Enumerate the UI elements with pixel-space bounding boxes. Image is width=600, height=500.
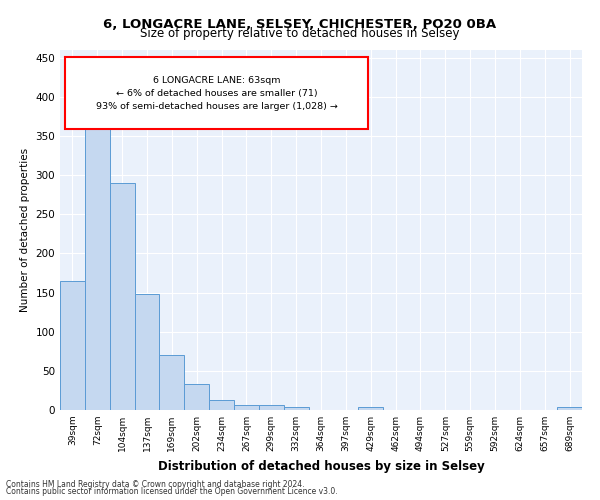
- Bar: [134, 294, 160, 410]
- Bar: [60, 281, 85, 410]
- Text: Contains HM Land Registry data © Crown copyright and database right 2024.: Contains HM Land Registry data © Crown c…: [6, 480, 305, 489]
- Bar: [209, 400, 234, 410]
- Text: Size of property relative to detached houses in Selsey: Size of property relative to detached ho…: [140, 28, 460, 40]
- Text: 6, LONGACRE LANE, SELSEY, CHICHESTER, PO20 0BA: 6, LONGACRE LANE, SELSEY, CHICHESTER, PO…: [103, 18, 497, 30]
- Bar: [160, 355, 184, 410]
- Bar: [234, 404, 259, 410]
- Bar: [85, 116, 110, 410]
- Text: 6 LONGACRE LANE: 63sqm
← 6% of detached houses are smaller (71)
93% of semi-deta: 6 LONGACRE LANE: 63sqm ← 6% of detached …: [95, 76, 338, 111]
- Bar: [557, 407, 582, 410]
- Text: Contains public sector information licensed under the Open Government Licence v3: Contains public sector information licen…: [6, 488, 338, 496]
- Bar: [110, 183, 134, 410]
- X-axis label: Distribution of detached houses by size in Selsey: Distribution of detached houses by size …: [158, 460, 484, 472]
- Bar: [358, 407, 383, 410]
- FancyBboxPatch shape: [65, 57, 368, 129]
- Bar: [284, 407, 308, 410]
- Bar: [259, 406, 284, 410]
- Y-axis label: Number of detached properties: Number of detached properties: [20, 148, 30, 312]
- Bar: [184, 384, 209, 410]
